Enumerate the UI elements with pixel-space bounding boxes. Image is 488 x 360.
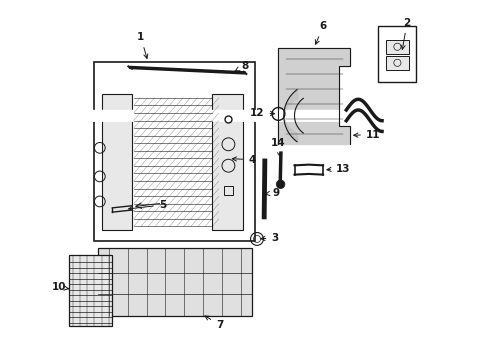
Bar (102, 94, 132, 230)
Text: 10: 10 (51, 282, 69, 292)
Text: 5: 5 (128, 200, 166, 211)
Text: 4: 4 (232, 155, 255, 165)
Bar (224, 186, 232, 195)
Text: 6: 6 (315, 21, 326, 44)
Bar (69, 255, 112, 327)
Text: 13: 13 (326, 163, 350, 174)
Circle shape (276, 180, 285, 189)
Text: 9: 9 (265, 188, 279, 198)
Bar (385, 40, 408, 54)
Text: 14: 14 (270, 138, 285, 157)
Text: 12: 12 (249, 108, 274, 118)
Bar (94, 62, 255, 241)
Bar (385, 56, 408, 70)
Text: 3: 3 (260, 233, 278, 243)
Text: 7: 7 (204, 316, 223, 330)
Text: 11: 11 (353, 130, 380, 140)
Bar (212, 94, 242, 230)
Bar (98, 248, 251, 316)
Polygon shape (278, 48, 349, 144)
Text: 1: 1 (137, 32, 147, 58)
Text: 2: 2 (400, 18, 410, 49)
Text: 8: 8 (235, 61, 248, 71)
Bar (378, 26, 415, 82)
